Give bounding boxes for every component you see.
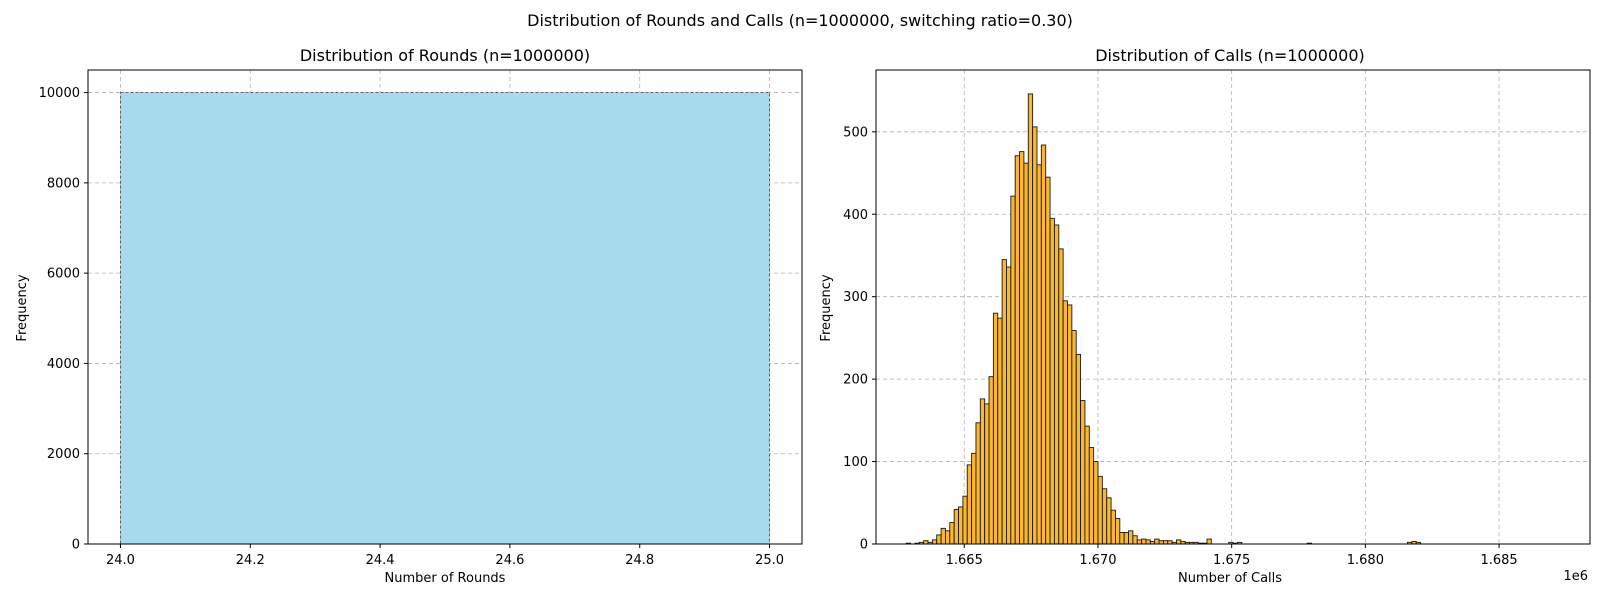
rounds-xtick-label-5: 25.0: [755, 553, 784, 568]
calls-bar-14: [966, 464, 973, 545]
calls-bar-46: [1106, 497, 1112, 545]
figure-suptitle: Distribution of Rounds and Calls (n=1000…: [527, 11, 1073, 30]
calls-bar-24: [1010, 195, 1016, 545]
calls-ytick-label-2: 200: [843, 373, 868, 388]
calls-chart-title: Distribution of Calls (n=1000000): [1095, 46, 1365, 65]
rounds-ytick-label-2: 4000: [47, 357, 80, 372]
calls-bar-52: [1132, 535, 1138, 545]
calls-bar-35: [1058, 248, 1064, 545]
calls-bar-37: [1067, 304, 1073, 545]
calls-bar-48: [1114, 517, 1121, 545]
calls-bar-32: [1045, 176, 1051, 545]
calls-bar-21: [997, 317, 1003, 545]
rounds-y-ticks: 0 2000 4000 6000 8000 10000: [39, 86, 88, 553]
calls-bar-40: [1080, 400, 1086, 545]
rounds-ytick-label-5: 10000: [39, 86, 80, 101]
calls-bar-43: [1093, 461, 1099, 545]
rounds-ytick-label-3: 6000: [47, 267, 80, 282]
rounds-ytick-label-0: 0: [72, 538, 80, 553]
calls-bar-20: [992, 312, 999, 545]
calls-bar-23: [1006, 266, 1012, 545]
calls-bar-15: [971, 452, 977, 545]
calls-bar-22: [1001, 259, 1007, 545]
calls-bar-27: [1023, 162, 1029, 545]
calls-xtick-label-2: 1.675: [1213, 553, 1250, 568]
rounds-bar-0: [120, 92, 770, 545]
rounds-x-axis-label: Number of Rounds: [385, 571, 506, 586]
calls-ytick-label-1: 100: [843, 455, 868, 470]
rounds-x-ticks: 24.0 24.2 24.4 24.6 24.8 25.0: [106, 544, 784, 568]
calls-bar-18: [984, 403, 990, 545]
calls-bar-25: [1014, 155, 1020, 545]
calls-x-ticks: 1.665 1.670 1.675 1.680 1.685: [946, 544, 1518, 568]
rounds-chart-title: Distribution of Rounds (n=1000000): [300, 46, 590, 65]
calls-xtick-label-0: 1.665: [946, 553, 983, 568]
calls-ytick-label-3: 300: [843, 290, 868, 305]
calls-bar-53: [1136, 539, 1143, 545]
calls-plot-frame: [875, 69, 1591, 545]
calls-bar-34: [1053, 224, 1060, 545]
rounds-plot-frame: [87, 69, 803, 545]
calls-bar-36: [1062, 300, 1068, 545]
rounds-xtick-label-0: 24.0: [106, 553, 135, 568]
rounds-y-axis-label: Frequency: [15, 274, 30, 341]
calls-bar-55: [1145, 539, 1151, 545]
calls-bar-41: [1084, 425, 1090, 545]
calls-xtick-label-4: 1.685: [1480, 553, 1517, 568]
calls-y-ticks: 0 100 200 300 400 500: [843, 125, 876, 553]
calls-bar-9: [944, 530, 951, 545]
calls-bar-6: [931, 539, 938, 545]
calls-bar-51: [1128, 530, 1134, 545]
rounds-xtick-label-3: 24.6: [495, 553, 524, 568]
calls-bar-11: [953, 508, 959, 545]
calls-bar-17: [979, 398, 986, 545]
calls-bar-49: [1119, 532, 1125, 545]
calls-bar-30: [1036, 164, 1042, 545]
calls-bar-10: [949, 522, 955, 545]
calls-bar-45: [1101, 488, 1108, 545]
rounds-bars: [120, 92, 770, 545]
calls-xtick-label-1: 1.670: [1079, 553, 1116, 568]
calls-bar-47: [1110, 509, 1116, 545]
rounds-xtick-label-2: 24.4: [366, 553, 395, 568]
calls-bar-33: [1049, 217, 1055, 545]
calls-bar-16: [975, 422, 981, 545]
calls-bar-7: [936, 534, 942, 545]
rounds-xtick-label-4: 24.8: [625, 553, 654, 568]
calls-chart-panel: Distribution of Calls (n=1000000) 1.665 1…: [819, 46, 1591, 586]
calls-bar-44: [1097, 475, 1103, 545]
calls-bar-26: [1019, 151, 1025, 545]
calls-bar-13: [962, 495, 968, 545]
calls-ytick-label-0: 0: [860, 538, 868, 553]
calls-bar-50: [1123, 532, 1129, 545]
calls-x-offset-text: 1e6: [1563, 569, 1588, 584]
calls-bar-69: [1206, 538, 1212, 545]
calls-bar-39: [1075, 353, 1082, 545]
calls-bar-54: [1141, 538, 1147, 545]
calls-bar-19: [988, 376, 994, 545]
calls-bar-38: [1071, 330, 1077, 545]
calls-bar-57: [1154, 538, 1160, 545]
calls-ytick-label-5: 500: [843, 125, 868, 140]
rounds-ytick-label-1: 2000: [47, 447, 80, 462]
calls-bar-42: [1088, 447, 1095, 545]
calls-bars: [905, 93, 1422, 545]
calls-bar-8: [940, 527, 946, 545]
calls-bar-28: [1027, 93, 1034, 545]
calls-xtick-label-3: 1.680: [1347, 553, 1384, 568]
calls-y-axis-label: Frequency: [819, 274, 834, 341]
calls-bar-31: [1040, 144, 1047, 545]
calls-bar-62: [1176, 539, 1182, 545]
rounds-chart-panel: Distribution of Rounds (n=1000000) 24.0 2…: [15, 46, 803, 586]
rounds-xtick-label-1: 24.2: [236, 553, 265, 568]
calls-bar-29: [1032, 126, 1038, 545]
calls-bar-12: [958, 506, 964, 545]
calls-ytick-label-4: 400: [843, 208, 868, 223]
rounds-ytick-label-4: 8000: [47, 176, 80, 191]
calls-x-axis-label: Number of Calls: [1178, 571, 1282, 586]
